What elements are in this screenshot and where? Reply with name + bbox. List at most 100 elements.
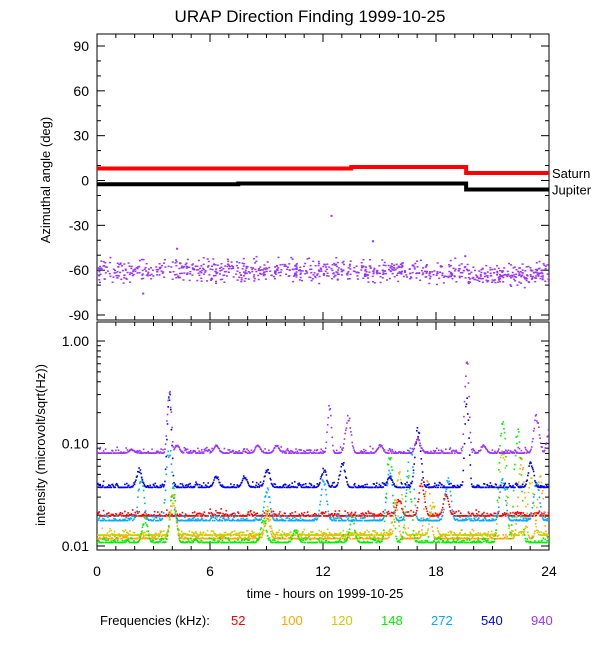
intensity-point [148,535,150,537]
intensity-point [125,517,127,519]
intensity-point [523,467,525,469]
intensity-point [403,516,405,518]
intensity-point [533,536,535,538]
intensity-point [386,532,388,534]
direction-point [486,275,488,277]
intensity-point [220,516,222,518]
intensity-point [134,484,136,486]
direction-point [208,265,210,267]
intensity-point [357,538,359,540]
direction-point [331,270,333,272]
intensity-point [269,496,271,498]
intensity-point [417,537,419,539]
intensity-point [278,532,280,534]
direction-point [496,272,498,274]
direction-point [186,267,188,269]
intensity-point [537,499,539,501]
intensity-point [497,500,499,502]
direction-point [99,282,101,284]
intensity-point [410,498,412,500]
direction-point [515,273,517,275]
intensity-point [204,511,206,513]
intensity-point [347,537,349,539]
intensity-point [437,514,439,516]
intensity-point [382,534,384,536]
intensity-point [214,540,216,542]
intensity-point [162,538,164,540]
direction-point [306,271,308,273]
direction-point [230,268,232,270]
intensity-point [512,506,514,508]
direction-point [183,266,185,268]
intensity-point [504,467,506,469]
intensity-point [140,536,142,538]
intensity-point [122,513,124,515]
intensity-point [165,515,167,517]
direction-point [227,266,229,268]
intensity-point [207,482,209,484]
direction-point [443,276,445,278]
intensity-point [466,519,468,521]
intensity-point [256,482,258,484]
intensity-point [388,470,390,472]
direction-point [499,276,501,278]
intensity-point [506,488,508,490]
direction-point [392,273,394,275]
x-tick-label: 18 [428,563,444,579]
intensity-point [374,530,376,532]
intensity-point [453,516,455,518]
intensity-point [375,539,377,541]
direction-point [342,262,344,264]
intensity-point [305,539,307,541]
direction-point [433,274,435,276]
direction-point [338,274,340,276]
direction-point [311,280,313,282]
intensity-point [535,526,537,528]
intensity-point [419,531,421,533]
direction-point [228,268,230,270]
direction-point [373,269,375,271]
intensity-point [426,532,428,534]
direction-point [163,262,165,264]
intensity-point [285,538,287,540]
intensity-point [180,483,182,485]
intensity-point [154,536,156,538]
intensity-point [506,502,508,504]
direction-point [143,259,145,261]
intensity-point [248,536,250,538]
intensity-point [360,537,362,539]
intensity-point [428,523,430,525]
intensity-point [346,516,348,518]
direction-point [182,279,184,281]
intensity-point [127,520,129,522]
intensity-point [264,521,266,523]
intensity-point [432,530,434,532]
intensity-point [458,510,460,512]
intensity-point [404,513,406,515]
intensity-point [169,514,171,516]
intensity-point [174,484,176,486]
direction-point [253,274,255,276]
direction-point [404,270,406,272]
intensity-point [171,445,173,447]
direction-point [282,264,284,266]
intensity-point [322,468,324,470]
intensity-point [388,534,390,536]
intensity-point [413,511,415,513]
intensity-point [499,445,501,447]
intensity-point [433,507,435,509]
direction-point [164,259,166,261]
intensity-point [506,536,508,538]
direction-point [240,274,242,276]
direction-point [251,271,253,273]
intensity-point [386,493,388,495]
intensity-point [305,483,307,485]
direction-point [341,271,343,273]
intensity-point [477,542,479,544]
direction-point [453,275,455,277]
intensity-point [515,514,517,516]
direction-point [208,274,210,276]
direction-point [310,265,312,267]
intensity-point [457,538,459,540]
intensity-point [359,532,361,534]
